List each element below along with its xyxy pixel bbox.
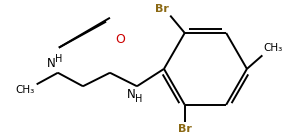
Text: H: H xyxy=(135,94,143,104)
Text: Br: Br xyxy=(155,4,169,14)
Text: O: O xyxy=(115,33,125,46)
Text: CH₃: CH₃ xyxy=(15,85,35,95)
Text: N: N xyxy=(47,57,56,70)
Text: H: H xyxy=(55,54,63,64)
Text: CH₃: CH₃ xyxy=(263,43,283,53)
Text: N: N xyxy=(127,88,136,101)
Text: Br: Br xyxy=(178,124,192,134)
